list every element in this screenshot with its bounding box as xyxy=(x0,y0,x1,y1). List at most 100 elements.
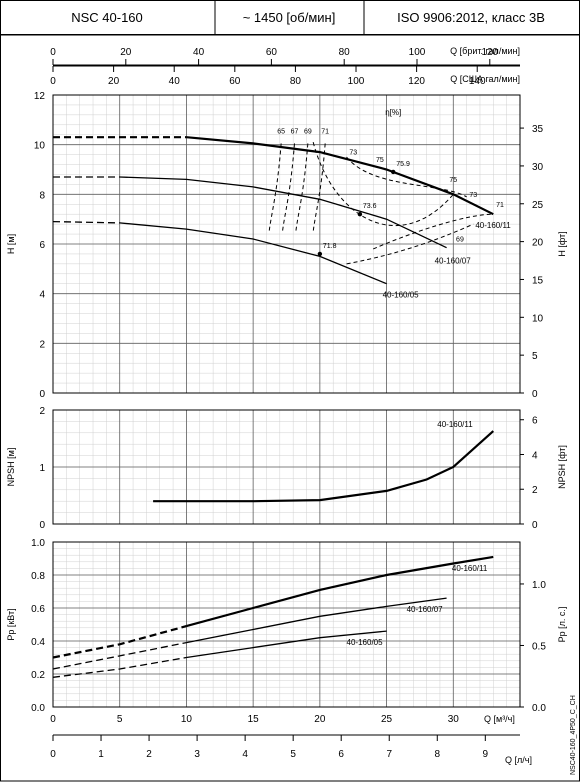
q-us-tick: 40 xyxy=(169,76,181,87)
power-curve-40-160/11 xyxy=(186,555,494,628)
bottom-axis: 0 1 2 3 4 5 6 7 8 9 Q [л/ч] xyxy=(50,734,532,765)
q-uk-axis-label: Q [брит. гал/мин] xyxy=(450,46,520,56)
power-right-tick: 1.0 xyxy=(532,580,546,591)
efficiency-iso-label: 71 xyxy=(496,202,504,209)
head-right-tick: 0 xyxy=(532,389,538,400)
power-curve-start-40-160/05 xyxy=(52,656,187,678)
power-left-tick: 0.2 xyxy=(31,670,45,681)
q-m3h-tick: 0 xyxy=(50,714,56,725)
efficiency-iso-label: 73 xyxy=(349,150,357,157)
power-series-label: 40-160/07 xyxy=(407,605,444,614)
head-curve-40-160/11 xyxy=(186,136,494,216)
standard-label: ISO 9906:2012, класс 3B xyxy=(397,10,545,25)
npsh-left-tick: 1 xyxy=(39,463,45,474)
q-ls-tick: 0 xyxy=(50,749,56,760)
q-ls-tick: 2 xyxy=(146,749,152,760)
model-title: NSC 40-160 xyxy=(71,10,143,25)
q-m3h-tick: 25 xyxy=(381,714,393,725)
q-ls-tick: 7 xyxy=(386,749,392,760)
efficiency-iso-line xyxy=(282,143,295,232)
efficiency-iso-label: 75 xyxy=(449,177,457,184)
q-ls-tick: 5 xyxy=(290,749,296,760)
power-curve-40-160/05 xyxy=(186,630,387,659)
q-us-tick: 100 xyxy=(348,76,365,87)
power-curve-40-160/07 xyxy=(186,597,447,644)
q-uk-tick: 60 xyxy=(266,47,278,58)
npsh-right-tick: 6 xyxy=(532,416,538,427)
head-left-tick: 10 xyxy=(34,141,46,152)
head-curve-start-40-160/05 xyxy=(52,220,120,224)
efficiency-iso-label: 67 xyxy=(291,128,299,135)
efficiency-iso-label: 65 xyxy=(277,128,285,135)
q-uk-tick: 0 xyxy=(50,47,56,58)
npsh-left-axis-label: NPSH [м] xyxy=(6,448,16,487)
power-left-tick: 0.6 xyxy=(31,604,45,615)
power-left-tick: 0.8 xyxy=(31,571,45,582)
best-efficiency-label: 73.6 xyxy=(363,203,377,210)
best-efficiency-label: 75.9 xyxy=(396,161,410,168)
power-series-label: 40-160/11 xyxy=(452,564,488,573)
q-ls-tick: 9 xyxy=(483,749,489,760)
head-right-tick: 35 xyxy=(532,124,544,135)
q-us-tick: 0 xyxy=(50,76,56,87)
q-ls-tick: 6 xyxy=(338,749,344,760)
power-right-tick: 0.0 xyxy=(532,703,546,714)
npsh-series-label: 40-160/11 xyxy=(437,420,473,429)
head-right-axis-label: H [фт] xyxy=(557,231,567,256)
head-left-tick: 4 xyxy=(39,290,45,301)
efficiency-iso-line xyxy=(312,143,326,232)
npsh-panel: 0 1 2 NPSH [м] 0 2 4 6 NPSH [фт] 40-160/11 xyxy=(6,406,567,531)
power-curve-start-40-160/07 xyxy=(52,641,187,670)
npsh-left-tick: 2 xyxy=(39,406,45,417)
best-efficiency-point xyxy=(357,212,363,217)
npsh-right-tick: 2 xyxy=(532,485,538,496)
head-left-tick: 8 xyxy=(39,190,45,201)
head-curve-40-160/07 xyxy=(119,176,447,249)
efficiency-axis-label: η[%] xyxy=(385,108,401,117)
best-efficiency-label: 71.8 xyxy=(323,243,337,250)
outer-frame xyxy=(0,34,580,782)
head-series-label: 40-160/05 xyxy=(383,291,420,300)
head-right-tick: 20 xyxy=(532,238,544,249)
q-ls-tick: 8 xyxy=(434,749,440,760)
head-left-tick: 12 xyxy=(34,91,46,102)
q-uk-tick: 120 xyxy=(481,47,498,58)
q-ls-tick: 4 xyxy=(242,749,248,760)
q-m3h-axis-label: Q [м³/ч] xyxy=(484,714,515,724)
head-right-tick: 30 xyxy=(532,162,544,173)
q-m3h-tick: 5 xyxy=(117,714,123,725)
npsh-right-axis-label: NPSH [фт] xyxy=(557,445,567,489)
q-m3h-tick: 30 xyxy=(448,714,460,725)
q-uk-tick: 80 xyxy=(339,47,351,58)
power-curve-start-40-160/11 xyxy=(52,625,187,659)
best-efficiency-point xyxy=(391,169,396,175)
q-us-tick: 20 xyxy=(108,76,120,87)
q-ls-axis-label: Q [л/ч] xyxy=(505,755,532,765)
power-left-axis-label: Pp [кВт] xyxy=(6,608,16,640)
q-m3h-tick: 20 xyxy=(314,714,326,725)
efficiency-iso-line xyxy=(346,223,474,265)
npsh-right-tick: 4 xyxy=(532,450,538,461)
power-left-tick: 0.0 xyxy=(31,703,45,714)
head-series-label: 40-160/07 xyxy=(435,257,472,266)
npsh-left-tick: 0 xyxy=(39,520,45,531)
efficiency-iso-line xyxy=(312,142,454,226)
efficiency-iso-label: 69 xyxy=(456,237,464,244)
efficiency-iso-label: 73 xyxy=(469,192,477,199)
head-curve-40-160/05 xyxy=(119,222,387,285)
q-ls-tick: 3 xyxy=(194,749,200,760)
head-panel: 0 2 4 6 8 10 12 H [м] 0 5 10 15 20 25 30 35 H [фт] 40-160… xyxy=(6,91,567,400)
footer-code: NSC40-160_4P50_C_CH xyxy=(570,695,577,775)
efficiency-iso-label: 71 xyxy=(321,128,329,135)
q-uk-tick: 100 xyxy=(409,47,426,58)
efficiency-iso-label: 69 xyxy=(304,128,312,135)
power-left-tick: 0.4 xyxy=(31,637,45,648)
q-m3h-tick: 10 xyxy=(181,714,193,725)
q-us-tick: 80 xyxy=(290,76,302,87)
power-left-tick: 1.0 xyxy=(31,538,45,549)
q-us-tick: 120 xyxy=(408,76,425,87)
efficiency-iso-line xyxy=(346,156,467,198)
efficiency-iso-line xyxy=(295,143,309,232)
head-left-axis-label: H [м] xyxy=(6,234,16,254)
